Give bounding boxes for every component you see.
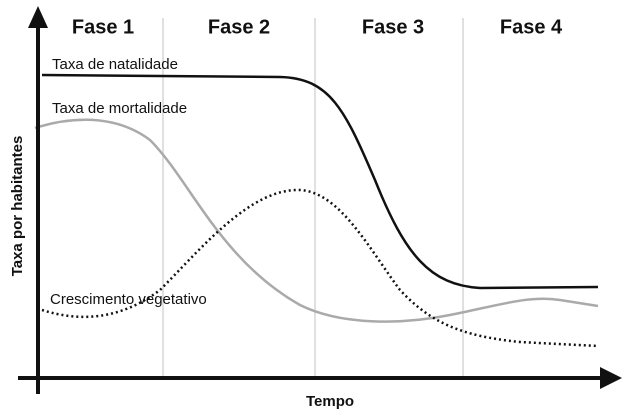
y-axis-label: Taxa por habitantes <box>9 136 26 277</box>
phase-dividers <box>162 18 464 376</box>
x-axis-label: Tempo <box>306 393 354 410</box>
phase-label: Fase 1 <box>72 16 134 38</box>
y-arrow <box>28 6 48 28</box>
birth-rate-curve <box>41 73 599 290</box>
natural-growth-curve <box>41 188 599 348</box>
phase-label: Fase 2 <box>208 16 270 38</box>
phase-label: Fase 4 <box>500 16 563 38</box>
death-rate-curve <box>34 118 599 323</box>
curve-label: Crescimento vegetativo <box>50 291 207 308</box>
phase-label: Fase 3 <box>362 16 424 38</box>
curve-label: Taxa de natalidade <box>52 56 178 73</box>
axes <box>18 6 622 394</box>
curve-label: Taxa de mortalidade <box>52 100 187 117</box>
x-arrow <box>600 367 622 389</box>
